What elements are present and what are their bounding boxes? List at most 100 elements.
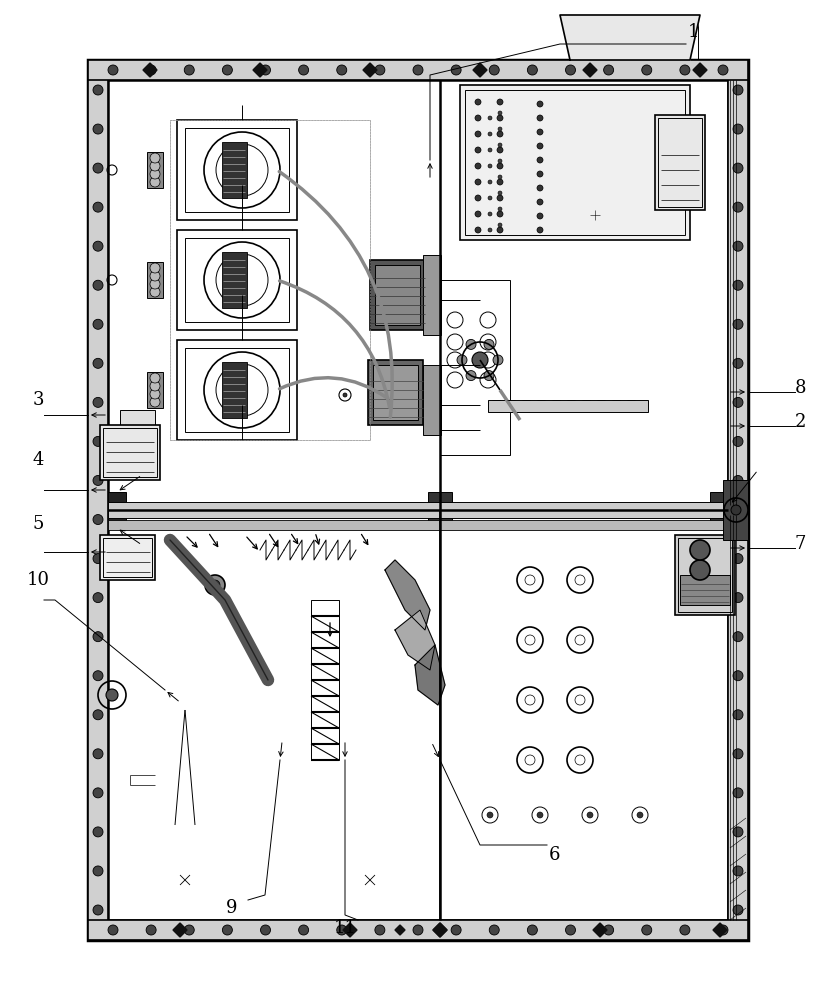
Circle shape [260, 925, 270, 935]
Polygon shape [143, 63, 157, 77]
Circle shape [488, 148, 492, 152]
Circle shape [488, 228, 492, 232]
Circle shape [587, 812, 593, 818]
Circle shape [108, 925, 118, 935]
Bar [177, 340, 297, 440]
Circle shape [733, 475, 743, 485]
Circle shape [150, 279, 160, 289]
Circle shape [537, 213, 543, 219]
Bar [185, 128, 289, 212]
Polygon shape [363, 63, 377, 77]
Circle shape [733, 436, 743, 446]
Text: 5: 5 [32, 515, 44, 533]
Circle shape [497, 115, 503, 121]
Bar [147, 152, 163, 188]
Bar [655, 115, 705, 210]
Bar [88, 60, 108, 940]
Circle shape [375, 65, 385, 75]
Circle shape [93, 749, 103, 759]
Polygon shape [253, 63, 267, 77]
Bar [440, 520, 728, 530]
Bar [222, 252, 247, 308]
Circle shape [93, 788, 103, 798]
Bar [108, 492, 126, 528]
Circle shape [733, 163, 743, 173]
Circle shape [497, 211, 503, 217]
Circle shape [537, 157, 543, 163]
Bar [375, 265, 420, 325]
Circle shape [537, 115, 543, 121]
Circle shape [475, 227, 481, 233]
Circle shape [93, 280, 103, 290]
Circle shape [475, 163, 481, 169]
Bar [88, 60, 748, 80]
Polygon shape [433, 923, 447, 937]
Circle shape [497, 227, 503, 233]
Circle shape [733, 632, 743, 642]
Circle shape [93, 475, 103, 485]
Circle shape [413, 65, 423, 75]
Bar [710, 492, 728, 528]
Circle shape [93, 866, 103, 876]
Bar [373, 365, 418, 420]
Circle shape [537, 812, 543, 818]
Circle shape [733, 827, 743, 837]
Bar [147, 262, 163, 298]
Polygon shape [433, 923, 447, 937]
Circle shape [488, 132, 492, 136]
Circle shape [498, 223, 502, 227]
Circle shape [498, 207, 502, 211]
Bar [460, 85, 690, 240]
Circle shape [150, 153, 160, 163]
Circle shape [733, 397, 743, 407]
Circle shape [488, 212, 492, 216]
Circle shape [93, 710, 103, 720]
Bar [185, 238, 289, 322]
Bar [108, 80, 728, 920]
Circle shape [451, 925, 461, 935]
Circle shape [93, 436, 103, 446]
Circle shape [210, 580, 220, 590]
Circle shape [733, 515, 743, 525]
Circle shape [493, 355, 503, 365]
Circle shape [93, 163, 103, 173]
Bar [723, 480, 748, 540]
Circle shape [488, 164, 492, 168]
Circle shape [489, 925, 499, 935]
Circle shape [604, 925, 614, 935]
Circle shape [451, 65, 461, 75]
Polygon shape [693, 63, 707, 77]
Bar [185, 348, 289, 432]
Bar [488, 400, 648, 412]
Circle shape [150, 271, 160, 281]
Circle shape [260, 65, 270, 75]
Circle shape [733, 554, 743, 564]
Circle shape [93, 202, 103, 212]
Text: 10: 10 [26, 571, 50, 589]
Circle shape [733, 280, 743, 290]
Circle shape [733, 202, 743, 212]
Circle shape [466, 371, 476, 381]
Text: 7: 7 [795, 535, 805, 553]
Circle shape [488, 196, 492, 200]
Circle shape [498, 175, 502, 179]
Circle shape [150, 177, 160, 187]
Text: 6: 6 [549, 846, 561, 864]
Polygon shape [415, 645, 445, 705]
Circle shape [375, 925, 385, 935]
Bar [177, 230, 297, 330]
Circle shape [733, 788, 743, 798]
Circle shape [150, 397, 160, 407]
Bar [108, 502, 440, 518]
Bar [465, 90, 685, 235]
Text: 1: 1 [688, 23, 700, 41]
Circle shape [93, 319, 103, 329]
Circle shape [337, 65, 347, 75]
Circle shape [731, 505, 741, 515]
Circle shape [497, 131, 503, 137]
Circle shape [93, 358, 103, 368]
Circle shape [497, 163, 503, 169]
Bar [103, 428, 157, 477]
Circle shape [498, 111, 502, 115]
Circle shape [150, 389, 160, 399]
